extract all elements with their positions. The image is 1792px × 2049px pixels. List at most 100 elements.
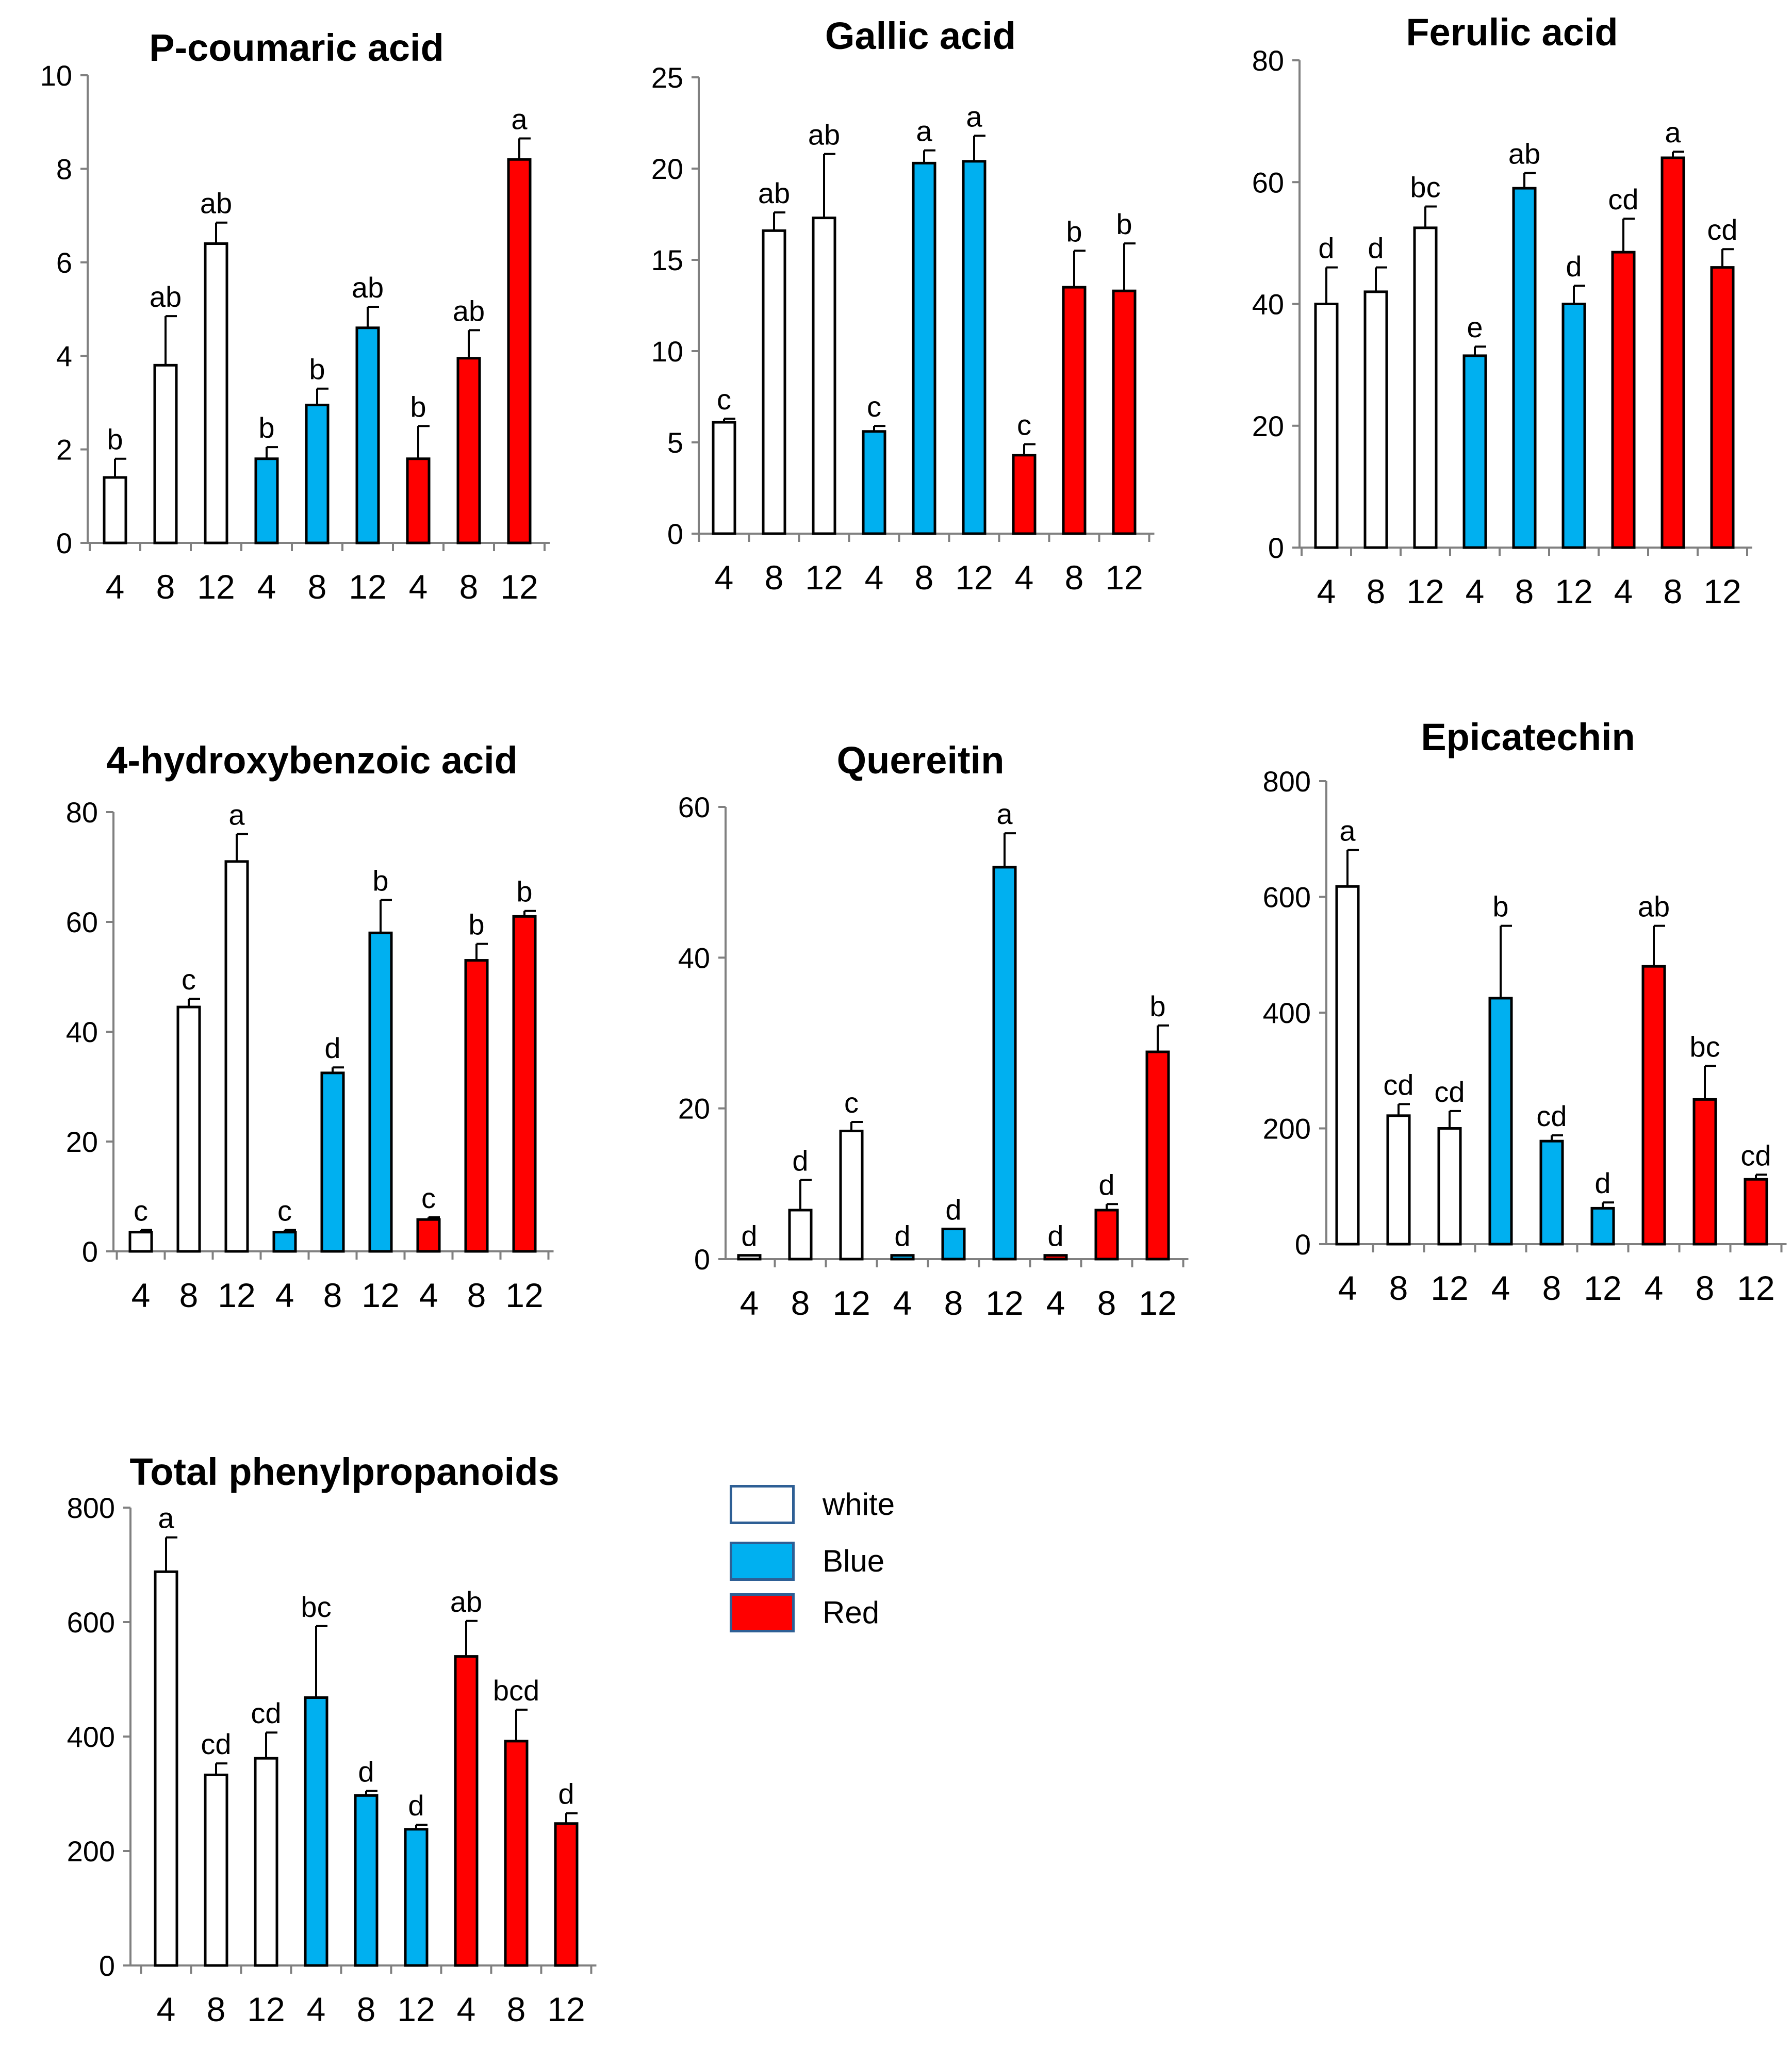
significance-letter: b [107, 423, 123, 456]
y-tick-label: 15 [651, 244, 683, 276]
significance-letter: d [1566, 250, 1582, 283]
bar [154, 1570, 178, 1967]
significance-letter: cd [251, 1697, 281, 1729]
x-tick-label: 8 [1664, 572, 1683, 610]
x-tick-label: 12 [832, 1284, 870, 1322]
y-tick-label: 80 [66, 796, 98, 829]
y-tick-label: 6 [56, 246, 72, 279]
y-tick-label: 40 [678, 941, 710, 974]
x-tick-label: 8 [179, 1276, 199, 1314]
x-tick-label: 12 [955, 558, 993, 597]
chart-title: Quereitin [837, 739, 1005, 782]
significance-letter: cd [1536, 1100, 1567, 1132]
x-tick-label: 12 [349, 568, 386, 606]
bar [1462, 354, 1487, 549]
significance-letter: c [1017, 409, 1031, 441]
y-tick-label: 10 [651, 335, 683, 368]
x-tick-label: 4 [1317, 572, 1336, 610]
x-tick-label: 8 [323, 1276, 342, 1314]
significance-letter: d [792, 1145, 808, 1177]
significance-letter: a [966, 100, 982, 133]
y-tick-label: 800 [1263, 765, 1311, 798]
bar [504, 1740, 529, 1967]
significance-letter: b [1149, 990, 1165, 1022]
bar [1488, 997, 1513, 1246]
x-tick-label: 12 [218, 1276, 255, 1314]
bar [304, 1696, 328, 1967]
x-tick-label: 8 [459, 568, 479, 606]
y-tick-label: 5 [667, 426, 683, 459]
bar [305, 403, 330, 544]
significance-letter: bc [1410, 171, 1440, 204]
x-tick-label: 4 [740, 1284, 759, 1322]
chart-title: P-coumaric acid [149, 26, 444, 69]
y-tick-label: 40 [1252, 288, 1284, 321]
significance-letter: b [258, 411, 274, 444]
x-tick-label: 8 [1065, 558, 1084, 597]
significance-letter: cd [201, 1728, 231, 1760]
legend-swatch-white [730, 1485, 795, 1524]
x-tick-label: 8 [1542, 1269, 1561, 1307]
significance-letter: cd [1383, 1068, 1413, 1101]
y-tick-label: 0 [667, 518, 683, 550]
x-tick-label: 4 [715, 558, 734, 597]
bar [1744, 1178, 1768, 1246]
bar [354, 1794, 379, 1967]
bar [456, 357, 481, 544]
x-tick-label: 12 [1737, 1269, 1774, 1307]
y-tick-label: 200 [1263, 1113, 1311, 1145]
chart-title: Ferulic acid [1406, 11, 1618, 54]
y-tick-label: 20 [678, 1093, 710, 1125]
x-tick-label: 4 [409, 568, 428, 606]
bar [1611, 251, 1636, 549]
bar [153, 363, 178, 544]
significance-letter: d [358, 1755, 374, 1788]
significance-letter: e [1467, 311, 1483, 343]
bar [1710, 266, 1735, 549]
y-tick-label: 8 [56, 153, 72, 185]
bar [254, 457, 279, 544]
significance-letter: c [182, 963, 196, 996]
significance-letter: ab [453, 294, 485, 327]
y-tick-label: 10 [40, 59, 72, 92]
chart-title: Epicatechin [1421, 716, 1635, 758]
x-tick-label: 4 [1614, 572, 1633, 610]
x-tick-label: 4 [1466, 572, 1485, 610]
bar [1386, 1114, 1411, 1246]
y-tick-label: 0 [1295, 1228, 1311, 1261]
bar [368, 931, 393, 1253]
bar [204, 242, 228, 544]
legend-swatch-blue [730, 1542, 795, 1581]
significance-letter: d [741, 1220, 757, 1252]
x-tick-label: 4 [275, 1276, 294, 1314]
bar [1561, 303, 1586, 549]
y-tick-label: 400 [1263, 997, 1311, 1029]
significance-letter: a [1339, 815, 1356, 847]
significance-letter: a [511, 103, 528, 135]
x-tick-label: 12 [1431, 1269, 1468, 1307]
y-tick-label: 60 [66, 906, 98, 938]
bar [454, 1655, 479, 1967]
significance-letter: d [1594, 1167, 1610, 1199]
y-tick-label: 4 [56, 340, 72, 372]
bar [464, 959, 489, 1253]
y-tick-label: 200 [67, 1835, 115, 1868]
y-tick-label: 60 [1252, 166, 1284, 199]
bar [128, 1231, 153, 1253]
x-tick-label: 12 [1139, 1284, 1176, 1322]
y-tick-label: 0 [56, 527, 72, 559]
significance-letter: ab [200, 187, 232, 220]
x-tick-label: 4 [1338, 1269, 1357, 1307]
significance-letter: ab [352, 271, 384, 304]
legend-item-red: Red [730, 1593, 998, 1634]
significance-letter: c [844, 1086, 859, 1119]
bar [941, 1228, 966, 1261]
significance-letter: cd [1740, 1139, 1771, 1171]
y-tick-label: 0 [82, 1235, 98, 1268]
bar [737, 1254, 762, 1261]
significance-letter: cd [1608, 183, 1638, 216]
x-tick-label: 8 [156, 568, 175, 606]
significance-letter: d [1098, 1168, 1114, 1201]
significance-letter: b [468, 908, 484, 941]
bar [1112, 289, 1137, 535]
